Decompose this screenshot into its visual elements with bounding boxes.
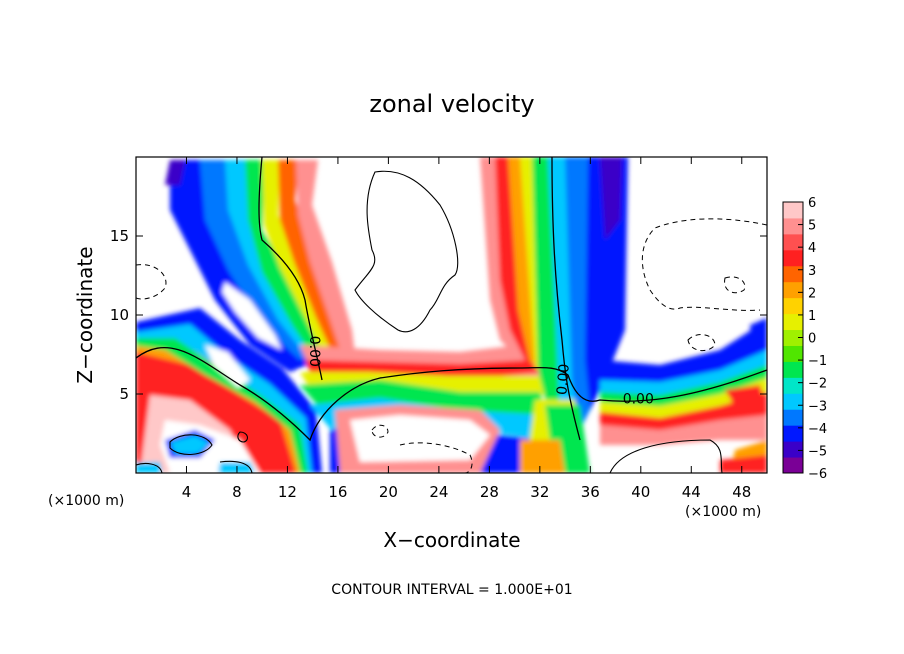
y-unit-label: (×1000 m) [48,493,124,509]
zero-contour [258,157,323,381]
field-band [725,385,767,415]
field-band [160,420,260,473]
colorbar-swatch [783,393,803,410]
x-tick-label: 36 [581,483,600,501]
colorbar-tick-label: −4 [808,422,827,437]
x-tick-label: 8 [232,483,242,501]
field-band [600,350,767,405]
zero-contour [551,157,581,441]
field-band [205,345,250,388]
colorbar-swatch [783,425,803,442]
field-band [136,462,162,473]
field-band [136,340,308,473]
colorbar-tick-label: −5 [808,444,827,459]
colorbar-tick-label: −1 [808,354,827,369]
colorbar-tick-label: 0 [808,332,816,347]
colorbar-swatch [783,249,803,267]
colorbar-swatch [783,329,803,346]
colorbar-swatch [783,202,803,219]
colorbar-tick-label: 1 [808,309,816,324]
colorbar-swatch [783,313,803,331]
contour-lines [136,157,767,473]
colorbar-swatch [783,377,803,394]
colorbar-swatch [783,217,803,235]
x-tick-label: 24 [429,483,448,501]
x-tick-label: 28 [480,483,499,501]
zero-contour [354,170,459,333]
contour-labels: 0.00 0.00 0.00 [306,336,654,408]
field-band [600,378,767,420]
colorbar-tick-label: 2 [808,286,816,301]
colorbar-tick-label: −2 [808,377,827,392]
field-band [300,380,548,420]
colorbar-tick-label: −3 [808,399,827,414]
colorbar: 6 5 4 3 2 1 0 −1 −2 −3 −4 −5 −6 [782,196,827,482]
x-tick-label: 16 [328,483,347,501]
field-band [136,308,322,473]
field-band [350,415,490,462]
field-band [520,440,565,473]
colorbar-swatch [783,441,803,458]
contour-label: 0.00 [623,391,654,407]
field-band [165,160,185,185]
zero-contour [136,463,163,473]
zero-contour [237,431,249,443]
zero-contour [136,347,767,442]
colorbar-swatch [783,281,803,299]
x-tick-label: 4 [182,483,192,501]
colorbar-swatch [783,233,803,251]
colorbar-swatch [783,457,803,474]
field-band [750,318,767,345]
x-tick-label: 32 [530,483,549,501]
x-tick-label: 12 [278,483,297,501]
colorbar-tick-label: −6 [808,467,827,482]
x-tick-label: 44 [682,483,701,501]
colorbar-tick-label: 3 [808,264,816,279]
negative-contour [687,334,716,352]
contour-label: 0.00 [306,336,322,367]
colorbar-swatch [783,297,803,315]
colorbar-tick-label: 6 [808,196,816,211]
x-axis-label: X−coordinate [383,528,520,552]
x-tick-label: 48 [732,483,751,501]
contour-interval: CONTOUR INTERVAL = 1.000E+01 [331,582,572,598]
colorbar-swatch [783,409,803,426]
colorbar-swatch [783,361,803,378]
x-tick-label: 40 [631,483,650,501]
colorbar-swatch [783,345,803,362]
negative-contour [399,442,473,473]
x-unit-label: (×1000 m) [685,504,761,520]
field-band [222,282,282,350]
colorbar-tick-label: 4 [808,241,816,256]
field-band [296,160,356,362]
colorbar-swatch [783,265,803,283]
field-band [600,157,622,240]
negative-contour [136,264,167,300]
zero-contour [609,439,723,473]
y-tick-label: 15 [110,227,129,245]
negative-contour [641,218,767,311]
colorbar-tick-label: 5 [808,219,816,234]
y-tick-label: 10 [110,306,129,324]
velocity-field [136,157,767,473]
negative-contour [371,424,389,438]
negative-contour [724,276,746,294]
zero-contour [219,460,253,473]
field-band [170,435,210,454]
x-tick-label: 20 [379,483,398,501]
y-tick-label: 5 [119,385,129,403]
y-axis-label: Z−coordinate [73,246,97,383]
field-band [600,415,767,445]
field-band [136,320,318,473]
contour-label: 0.00 [554,363,573,395]
chart-title: zonal velocity [369,90,534,118]
zero-contour [169,434,213,455]
field-band [720,455,767,473]
